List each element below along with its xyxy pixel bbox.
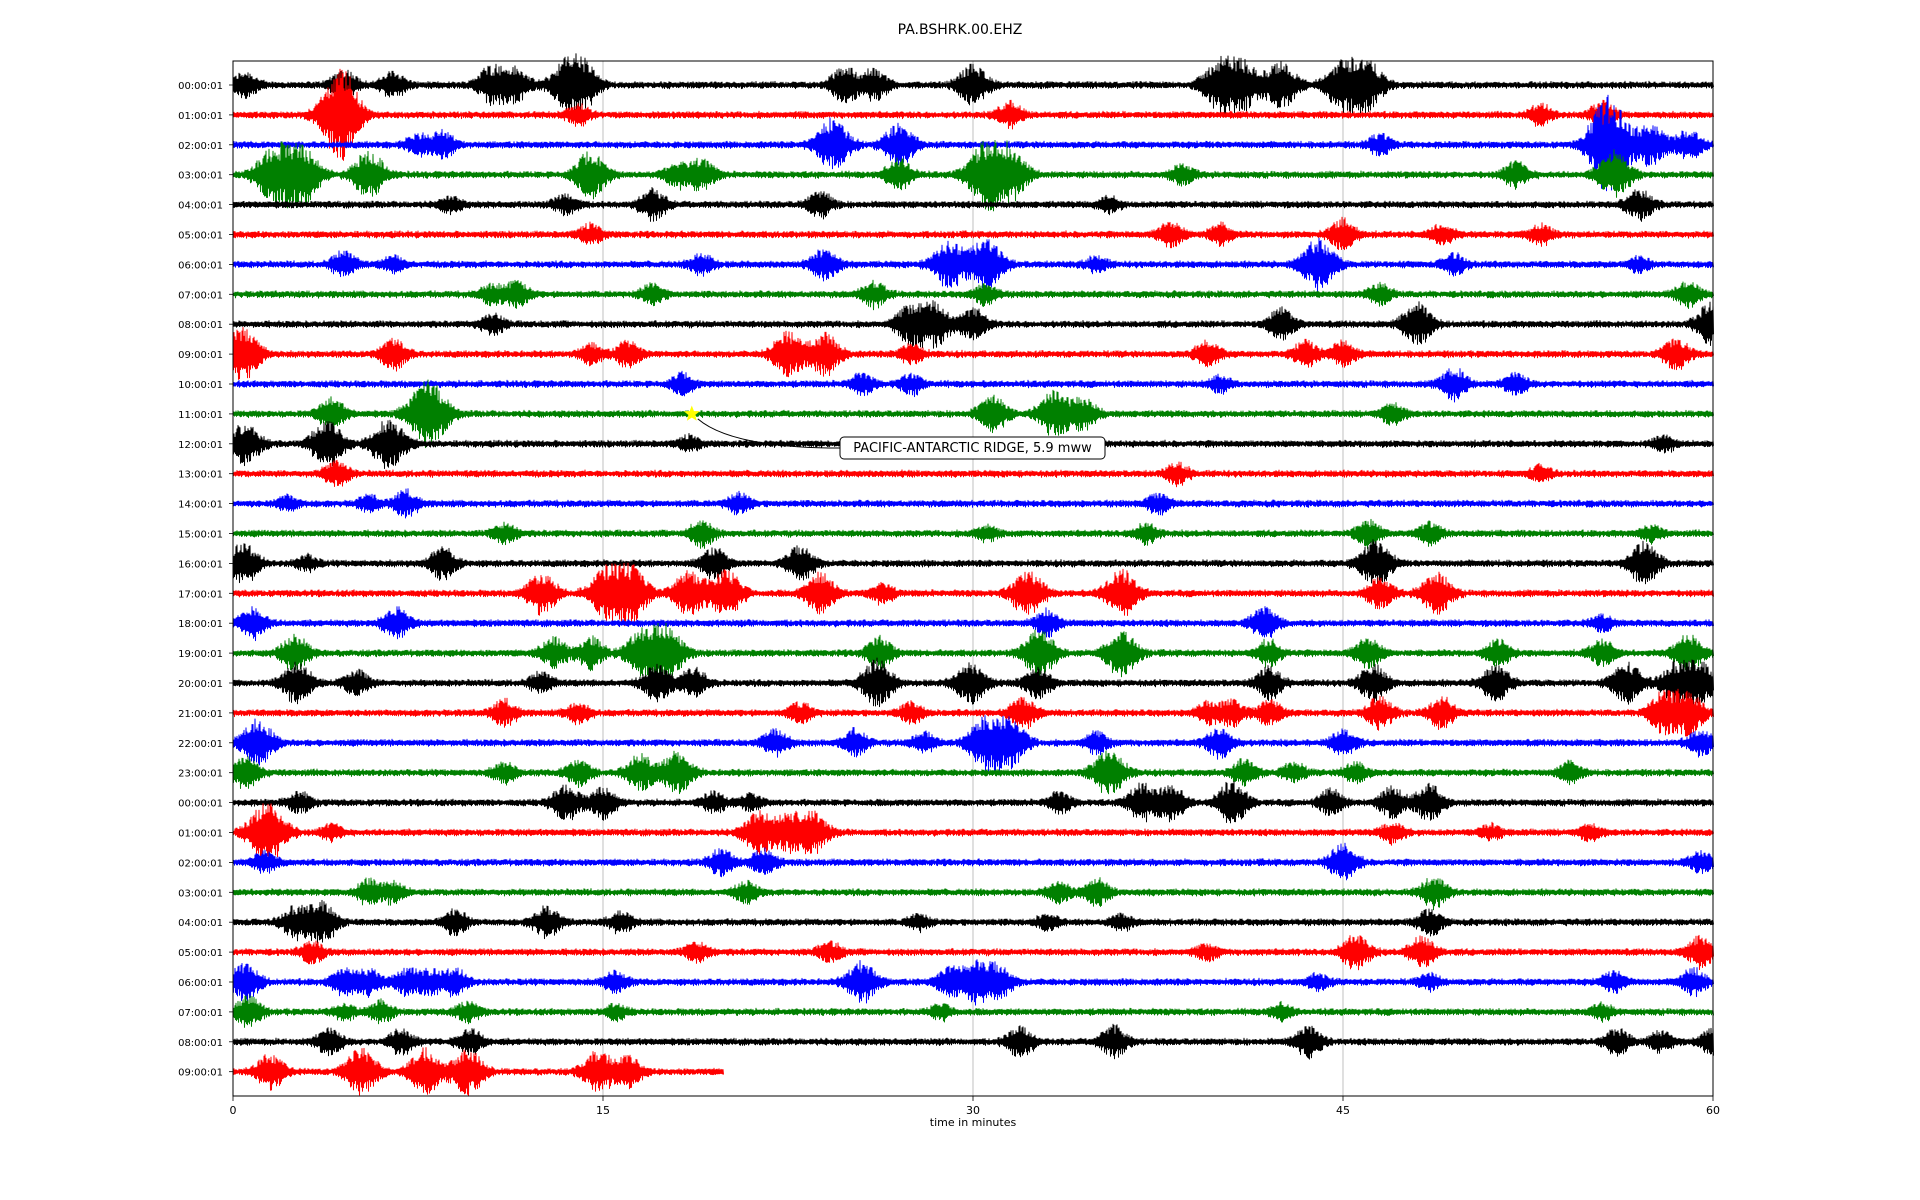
event-star-marker — [683, 405, 700, 421]
y-tick-label: 22:00:01 — [178, 739, 223, 750]
x-tick-label: 45 — [1336, 1104, 1350, 1117]
seismic-trace-row — [232, 279, 1714, 311]
y-tick-label: 23:00:01 — [178, 769, 223, 780]
seismic-trace-row — [232, 379, 1714, 449]
seismic-trace-row — [232, 53, 1714, 116]
y-tick-label: 19:00:01 — [178, 649, 223, 660]
axes: 00:00:01 01:00:01 02:00:01 03:00:01 04:00:01… — [178, 60, 1720, 1117]
seismic-trace-row — [232, 539, 1714, 586]
chart-title: PA.BSHRK.00.EHZ — [897, 22, 1023, 38]
seismic-trace-row — [232, 300, 1714, 349]
annotation-leader-line — [697, 418, 841, 449]
seismic-trace-row — [232, 68, 1714, 161]
y-tick-label: 08:00:01 — [178, 1038, 223, 1049]
y-tick-label: 01:00:01 — [178, 829, 223, 840]
y-tick-label: 16:00:01 — [178, 559, 223, 570]
seismic-trace-row — [232, 959, 1714, 1006]
y-tick-label: 04:00:01 — [178, 201, 223, 212]
x-tick-label: 60 — [1706, 1104, 1720, 1117]
seismic-trace-row — [232, 995, 1714, 1028]
y-tick-label: 05:00:01 — [178, 948, 223, 959]
y-tick-label: 10:00:01 — [178, 380, 223, 391]
seismic-trace-row — [232, 877, 1714, 911]
y-tick-label: 12:00:01 — [178, 440, 223, 451]
annotation-text: PACIFIC-ANTARCTIC RIDGE, 5.9 mww — [853, 441, 1092, 456]
seismic-trace-row — [232, 622, 1714, 681]
y-tick-label: 07:00:01 — [178, 1008, 223, 1019]
seismic-trace-row — [232, 934, 1714, 971]
seismic-trace-row — [232, 187, 1714, 222]
y-tick-label: 00:00:01 — [178, 799, 223, 810]
seismic-trace-row — [232, 657, 1714, 708]
y-tick-label: 09:00:01 — [178, 350, 223, 361]
seismic-trace-row — [232, 688, 1714, 737]
seismic-trace-row — [232, 1023, 1714, 1060]
y-tick-label: 07:00:01 — [178, 290, 223, 301]
seismic-trace-row — [232, 803, 1714, 864]
y-tick-label: 03:00:01 — [178, 171, 223, 182]
seismic-trace-row — [232, 327, 1714, 380]
x-axis-label: time in minutes — [929, 1116, 1017, 1129]
y-tick-label: 05:00:01 — [178, 231, 223, 242]
seismic-trace-row — [232, 606, 1714, 642]
seismic-trace-row — [232, 1047, 724, 1097]
y-tick-label: 20:00:01 — [178, 679, 223, 690]
seismic-trace-row — [232, 368, 1714, 403]
seismic-trace-row — [232, 750, 1714, 795]
seismic-trace-row — [232, 715, 1714, 772]
x-tick-label: 15 — [596, 1104, 610, 1117]
seismic-trace-row — [232, 562, 1714, 627]
seismic-trace-row — [232, 780, 1714, 824]
y-tick-label: 02:00:01 — [178, 858, 223, 869]
y-tick-label: 06:00:01 — [178, 260, 223, 271]
seismic-traces — [232, 53, 1714, 1097]
y-tick-label: 00:00:01 — [178, 81, 223, 92]
y-tick-label: 18:00:01 — [178, 619, 223, 630]
y-tick-label: 01:00:01 — [178, 111, 223, 122]
x-tick-label: 0 — [230, 1104, 237, 1117]
y-tick-label: 11:00:01 — [178, 410, 223, 421]
annotation-box — [839, 436, 1106, 460]
seismic-trace-row — [232, 899, 1714, 944]
y-tick-label: 06:00:01 — [178, 978, 223, 989]
y-tick-label: 13:00:01 — [178, 470, 223, 481]
y-tick-label: 09:00:01 — [178, 1068, 223, 1079]
seismic-trace-row — [232, 518, 1714, 550]
seismic-trace-row — [232, 459, 1714, 488]
y-tick-label: 17:00:01 — [178, 589, 223, 600]
seismic-trace-row — [232, 216, 1714, 251]
y-tick-label: 21:00:01 — [178, 709, 223, 720]
y-tick-label: 08:00:01 — [178, 320, 223, 331]
x-tick-label: 30 — [966, 1104, 980, 1117]
y-tick-label: 04:00:01 — [178, 918, 223, 929]
seismic-trace-row — [232, 237, 1714, 293]
y-tick-label: 15:00:01 — [178, 530, 223, 541]
y-tick-label: 03:00:01 — [178, 888, 223, 899]
seismic-trace-row — [232, 94, 1714, 192]
seismic-trace-row — [232, 842, 1714, 881]
event-annotation: PACIFIC-ANTARCTIC RIDGE, 5.9 mww — [683, 405, 1106, 460]
seismic-trace-row — [232, 140, 1714, 212]
y-tick-label: 02:00:01 — [178, 141, 223, 152]
y-tick-label: 14:00:01 — [178, 500, 223, 511]
seismic-trace-row — [232, 488, 1714, 519]
